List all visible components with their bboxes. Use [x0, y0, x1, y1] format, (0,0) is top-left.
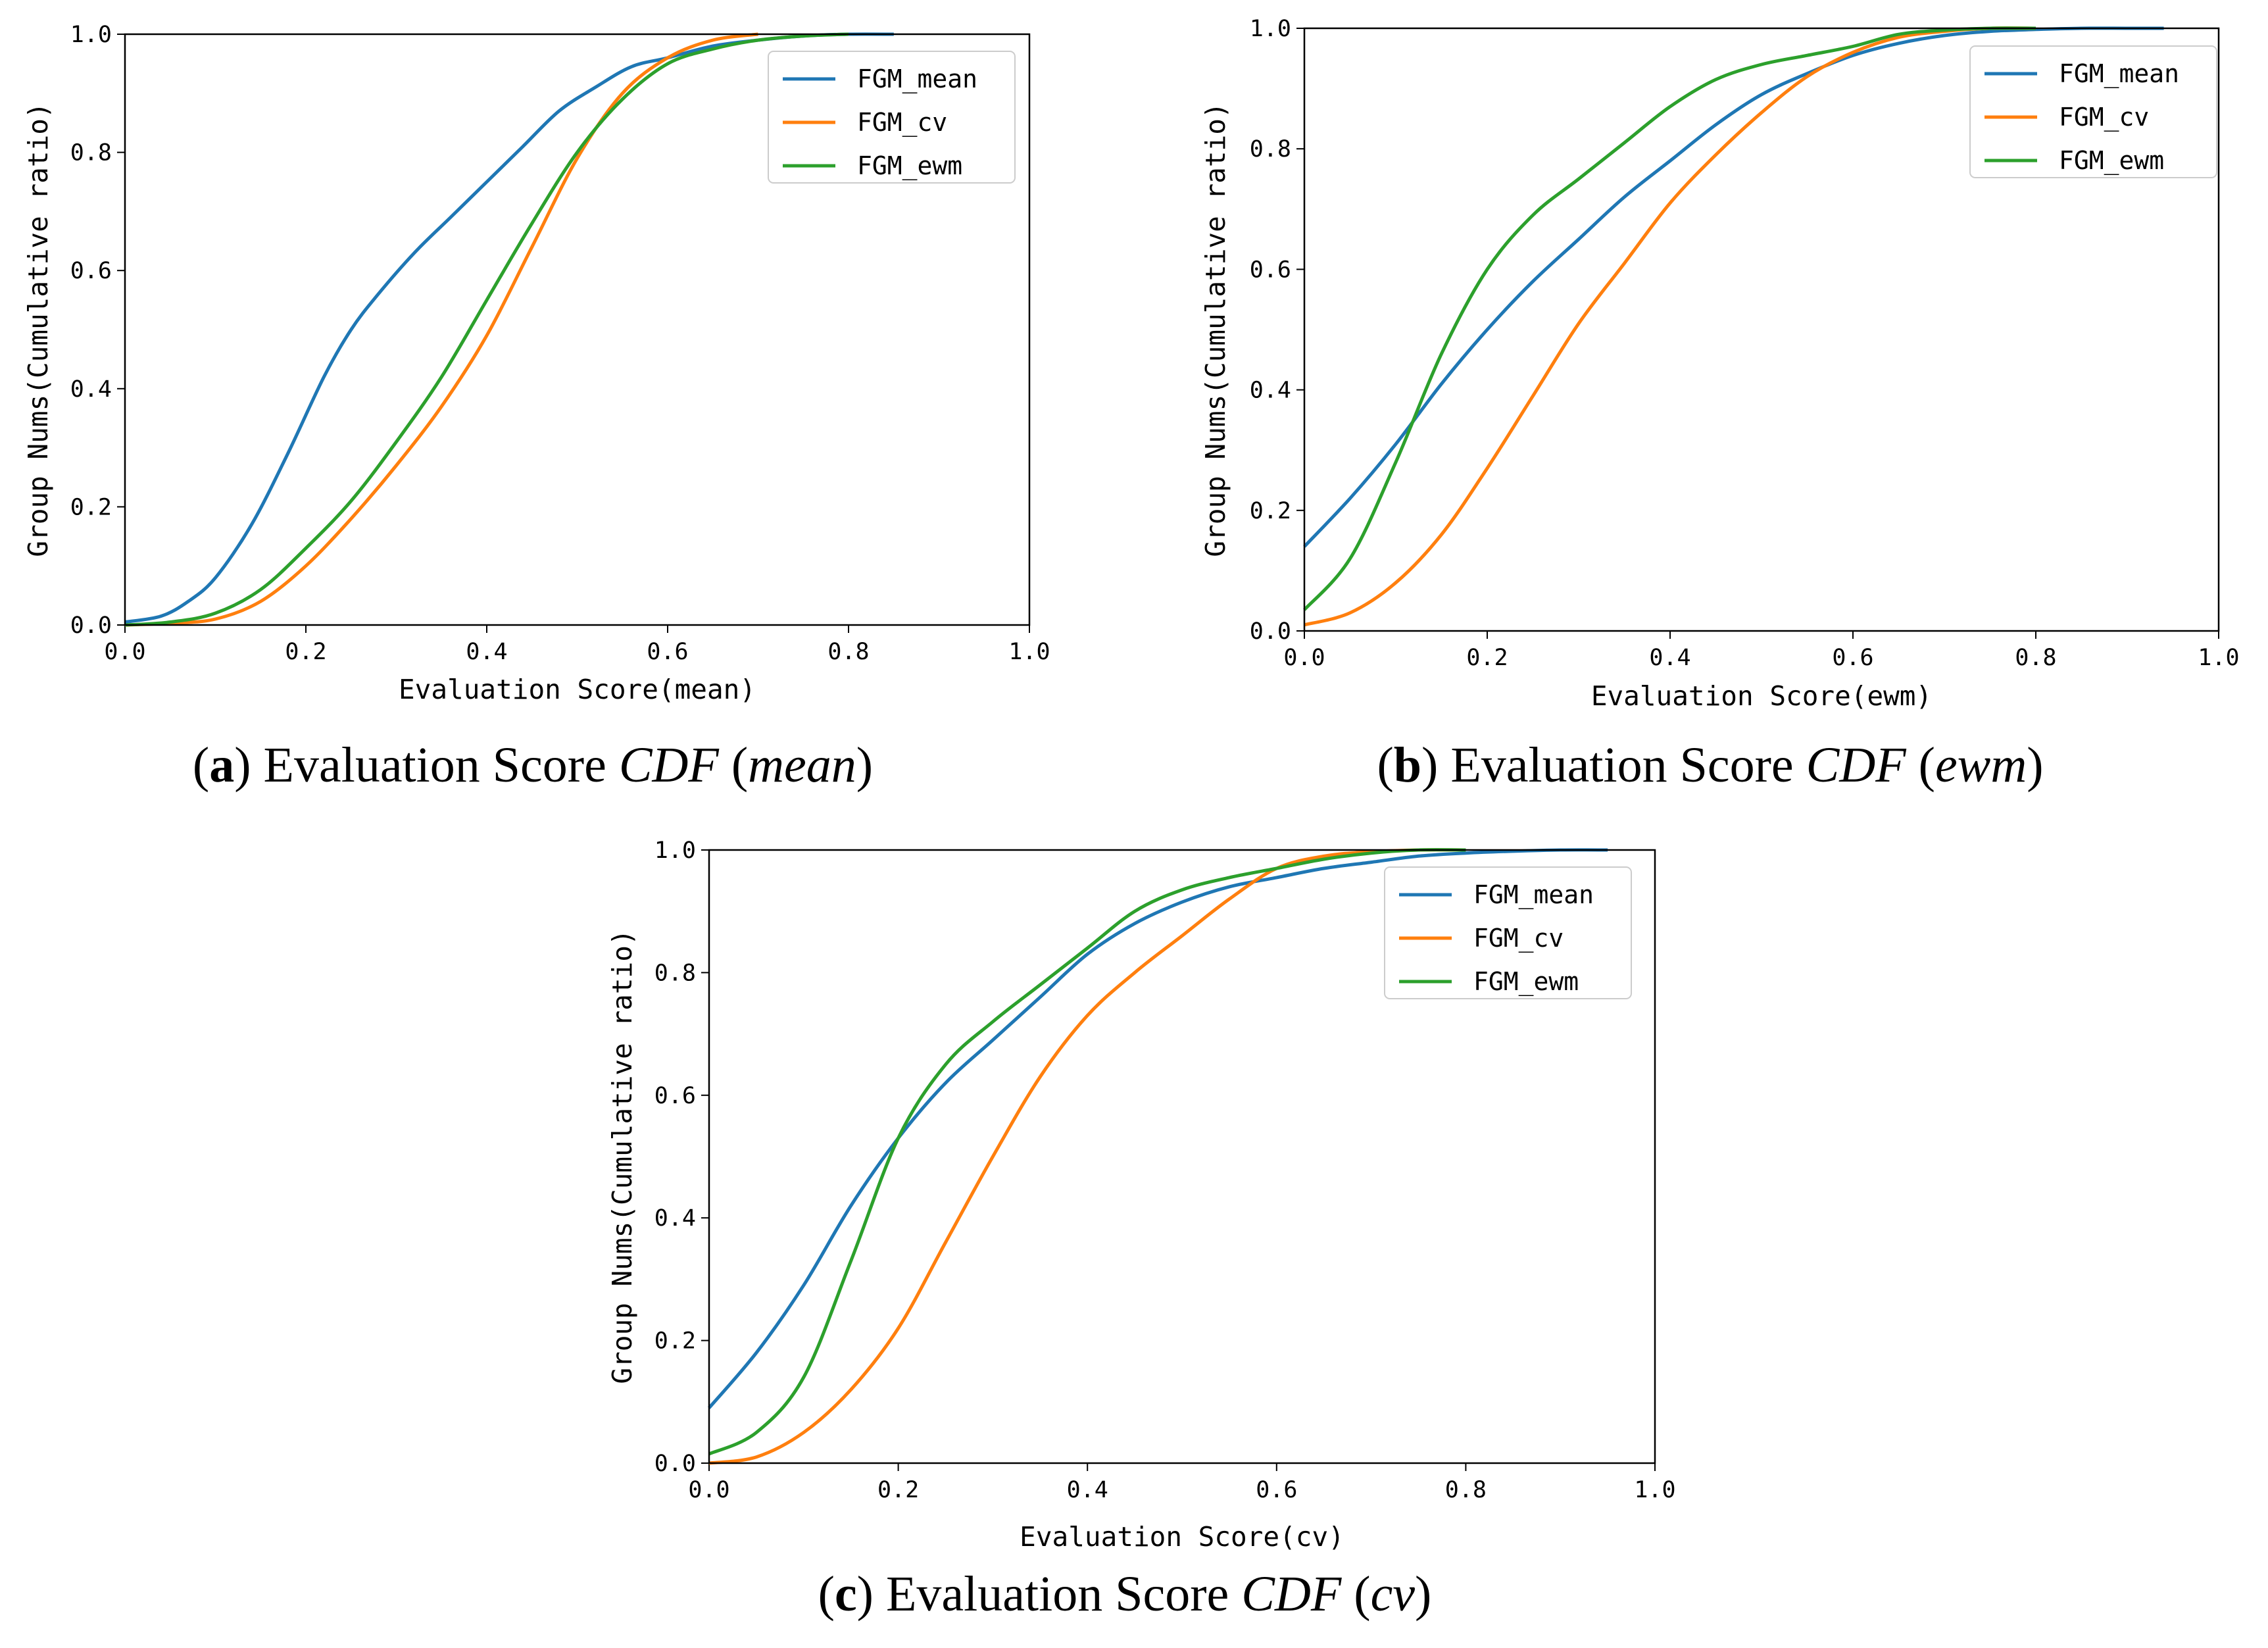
chart-c: 0.0 0.2 0.4 0.6 0.8 1.0 0.0 0.2 0.4 0.6 0.8 1.0 Eval… [606, 837, 1676, 1553]
plot-frame [708, 849, 1656, 1464]
y-tick-label: 0.2 [654, 1328, 696, 1355]
y-axis-label: Group Nums(Cumulative ratio) [1200, 102, 1231, 557]
legend-label: FGM_ewm [2059, 146, 2164, 176]
legend-label: FGM_cv [857, 108, 947, 137]
x-tick-label: 0.2 [877, 1477, 919, 1503]
chart-panel-c: 0.0 0.2 0.4 0.6 0.8 1.0 0.0 0.2 0.4 0.6 0.8 1.0 Eval… [585, 829, 1704, 1559]
x-tick-label: 0.0 [688, 1477, 729, 1503]
y-tick-label: 0.2 [70, 494, 112, 520]
x-tick-label: 1.0 [1008, 639, 1050, 665]
legend-box [768, 51, 1016, 184]
legend-label: FGM_mean [2059, 59, 2179, 89]
x-tick-label: 0.6 [647, 639, 688, 665]
chart-panel-b: 0.0 0.2 0.4 0.6 0.8 1.0 0.0 0.2 0.4 0.6 0.8 1.0 Eval… [1171, 0, 2268, 717]
y-tick-label: 0.8 [1250, 136, 1291, 162]
chart-b: 0.0 0.2 0.4 0.6 0.8 1.0 0.0 0.2 0.4 0.6 0.8 1.0 Eval… [1200, 16, 2240, 712]
x-tick-label: 0.4 [1649, 645, 1690, 671]
series-line-fgm-ewm [124, 32, 849, 627]
y-axis-label: Group Nums(Cumulative ratio) [22, 102, 54, 557]
series-line-fgm-cv [708, 848, 1466, 1465]
x-tick-label: 0.6 [1256, 1477, 1297, 1503]
series-line-fgm-mean [1303, 26, 2164, 548]
chart-a: 0.0 0.2 0.4 0.6 0.8 1.0 0.0 0.2 0.4 0.6 0.8 1.0 Eval… [22, 22, 1050, 705]
legend-label: FGM_ewm [1473, 967, 1579, 997]
legend-label: FGM_mean [857, 64, 977, 94]
caption-c: (c) Evaluation Score CDF (cv) [818, 1566, 1432, 1622]
legend-label: FGM_cv [1473, 924, 1564, 953]
x-axis-label: Evaluation Score(cv) [1020, 1521, 1344, 1553]
caption-a: (a) Evaluation Score CDF (mean) [192, 737, 874, 793]
plot-frame [124, 33, 1031, 626]
x-tick-label: 1.0 [1634, 1477, 1675, 1503]
series-line-fgm-ewm [1303, 26, 2036, 611]
y-tick-label: 0.4 [1250, 378, 1291, 404]
legend-label: FGM_cv [2059, 103, 2149, 132]
y-tick-label: 0.8 [654, 960, 696, 986]
x-tick-label: 0.8 [827, 639, 869, 665]
plot-frame [1303, 27, 2220, 632]
x-tick-label: 0.0 [104, 639, 145, 665]
x-tick-label: 0.4 [1067, 1477, 1108, 1503]
caption-b: (b) Evaluation Score CDF (ewm) [1377, 737, 2044, 793]
legend-label: FGM_ewm [857, 151, 962, 181]
y-tick-label: 0.4 [654, 1205, 696, 1232]
y-tick-label: 0.2 [1250, 498, 1291, 524]
legend-box [1384, 866, 1632, 999]
y-tick-label: 0.6 [654, 1083, 696, 1109]
legend-label: FGM_mean [1473, 880, 1594, 910]
y-tick-label: 0.8 [70, 140, 112, 166]
y-tick-label: 1.0 [70, 22, 112, 48]
x-tick-label: 0.4 [466, 639, 507, 665]
x-tick-label: 0.8 [2015, 645, 2056, 671]
y-tick-label: 0.6 [70, 258, 112, 284]
legend-box [1969, 45, 2217, 178]
y-tick-label: 1.0 [654, 837, 696, 864]
y-tick-label: 0.0 [1250, 618, 1291, 645]
series-line-fgm-ewm [708, 848, 1466, 1456]
series-line-fgm-cv [1304, 26, 2036, 627]
y-tick-label: 0.0 [70, 612, 112, 639]
y-tick-label: 0.0 [654, 1451, 696, 1477]
y-axis-label: Group Nums(Cumulative ratio) [606, 929, 638, 1384]
chart-panel-a: 0.0 0.2 0.4 0.6 0.8 1.0 0.0 0.2 0.4 0.6 0.8 1.0 Eval… [0, 0, 1118, 717]
x-tick-label: 0.0 [1283, 645, 1325, 671]
y-tick-label: 0.4 [70, 376, 112, 403]
x-tick-label: 0.2 [285, 639, 326, 665]
x-tick-label: 0.8 [1445, 1477, 1487, 1503]
series-line-fgm-mean [708, 848, 1608, 1409]
x-tick-label: 1.0 [2198, 645, 2239, 671]
x-axis-label: Evaluation Score(ewm) [1591, 680, 1932, 712]
y-tick-label: 0.6 [1250, 257, 1291, 283]
y-tick-label: 1.0 [1250, 16, 1291, 42]
x-tick-label: 0.6 [1832, 645, 1873, 671]
x-axis-label: Evaluation Score(mean) [399, 674, 756, 705]
x-tick-label: 0.2 [1466, 645, 1508, 671]
series-line-fgm-cv [124, 32, 758, 627]
